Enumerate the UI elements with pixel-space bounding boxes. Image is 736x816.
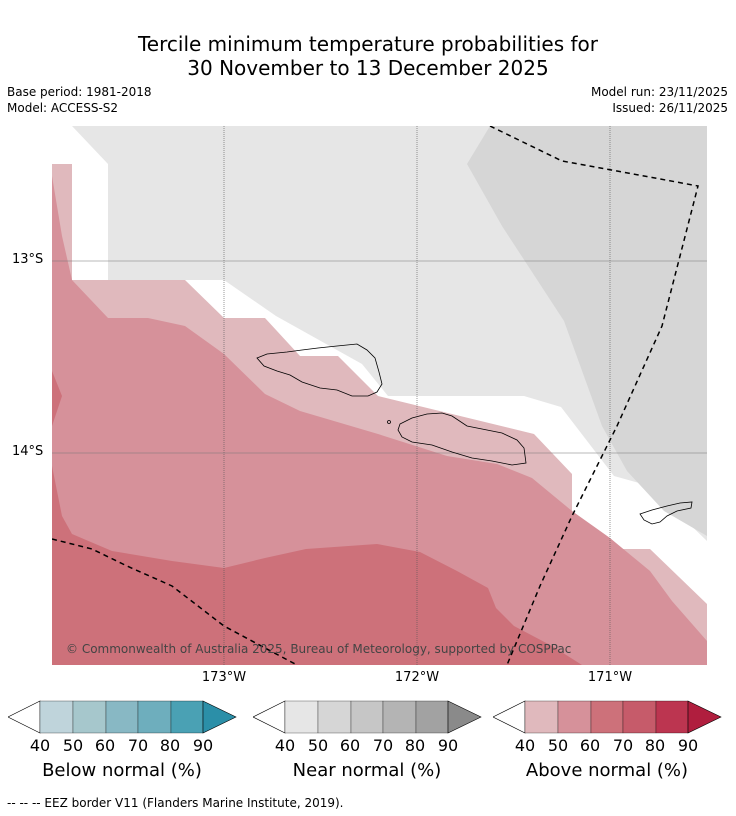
above-tick-90: 90	[677, 736, 699, 755]
colorbar-above-normal	[493, 700, 722, 734]
map-copyright: © Commonwealth of Australia 2025, Bureau…	[66, 642, 571, 656]
lon-label-172w: 172°W	[394, 670, 440, 685]
near-tick-60: 60	[339, 736, 361, 755]
near-swatch-40	[284, 700, 319, 734]
above-swatch-60	[590, 700, 624, 734]
near-swatch-60	[350, 700, 384, 734]
above-normal-50-region	[52, 176, 707, 665]
base-period: Base period: 1981-2018	[7, 85, 152, 99]
above-tick-70: 70	[612, 736, 634, 755]
near-tick-80: 80	[404, 736, 426, 755]
below-swatch-40	[39, 700, 74, 734]
near-swatch-80	[415, 700, 449, 734]
colorbar-near-normal	[253, 700, 482, 734]
model-run: Model run: 23/11/2025	[590, 85, 728, 99]
below-tick-80: 80	[159, 736, 181, 755]
eez-border-south	[52, 538, 298, 665]
below-normal-title: Below normal (%)	[42, 760, 202, 781]
below-tick-60: 60	[94, 736, 116, 755]
below-tick-40: 40	[29, 736, 51, 755]
above-tick-80: 80	[644, 736, 666, 755]
above-normal-60-region	[52, 371, 582, 665]
issued-date: Issued: 26/11/2025	[612, 101, 728, 115]
lon-label-171w: 171°W	[587, 670, 633, 685]
eez-footnote: -- -- -- EEZ border V11 (Flanders Marine…	[7, 796, 344, 810]
savaii-island	[256, 343, 383, 397]
near-swatch-50	[317, 700, 352, 734]
probability-map: © Commonwealth of Australia 2025, Bureau…	[52, 126, 707, 665]
lat-label-14s: 14°S	[12, 444, 44, 459]
manono-islet	[387, 420, 391, 424]
above-swatch-80	[655, 700, 689, 734]
above-tick-60: 60	[579, 736, 601, 755]
near-tick-40: 40	[274, 736, 296, 755]
near-normal-50-region	[467, 126, 707, 536]
below-tick-50: 50	[62, 736, 84, 755]
near-tick-90: 90	[437, 736, 459, 755]
above-under-triangle	[493, 700, 526, 734]
tutuila-island	[639, 501, 693, 525]
near-tick-70: 70	[372, 736, 394, 755]
near-normal-title: Near normal (%)	[292, 760, 442, 781]
below-over-triangle	[202, 700, 237, 734]
near-over-triangle	[447, 700, 482, 734]
title-line-1: Tercile minimum temperature probabilitie…	[137, 32, 599, 56]
upolu-island	[397, 412, 527, 466]
above-swatch-70	[622, 700, 657, 734]
below-tick-70: 70	[127, 736, 149, 755]
near-tick-50: 50	[307, 736, 329, 755]
above-normal-title: Above normal (%)	[525, 760, 689, 781]
lat-label-13s: 13°S	[12, 252, 44, 267]
lon-label-173w: 173°W	[201, 670, 247, 685]
above-swatch-40	[524, 700, 559, 734]
above-tick-40: 40	[514, 736, 536, 755]
below-tick-90: 90	[192, 736, 214, 755]
below-swatch-60	[105, 700, 139, 734]
above-tick-50: 50	[547, 736, 569, 755]
near-swatch-70	[382, 700, 417, 734]
above-swatch-50	[557, 700, 592, 734]
colorbar-below-normal	[8, 700, 237, 734]
near-under-triangle	[253, 700, 286, 734]
model-name: Model: ACCESS-S2	[7, 101, 119, 115]
title-line-2: 30 November to 13 December 2025	[187, 56, 549, 80]
eez-border-east	[489, 126, 699, 665]
below-under-triangle	[8, 700, 41, 734]
below-swatch-50	[72, 700, 107, 734]
below-swatch-70	[137, 700, 172, 734]
above-over-triangle	[687, 700, 722, 734]
below-swatch-80	[170, 700, 204, 734]
